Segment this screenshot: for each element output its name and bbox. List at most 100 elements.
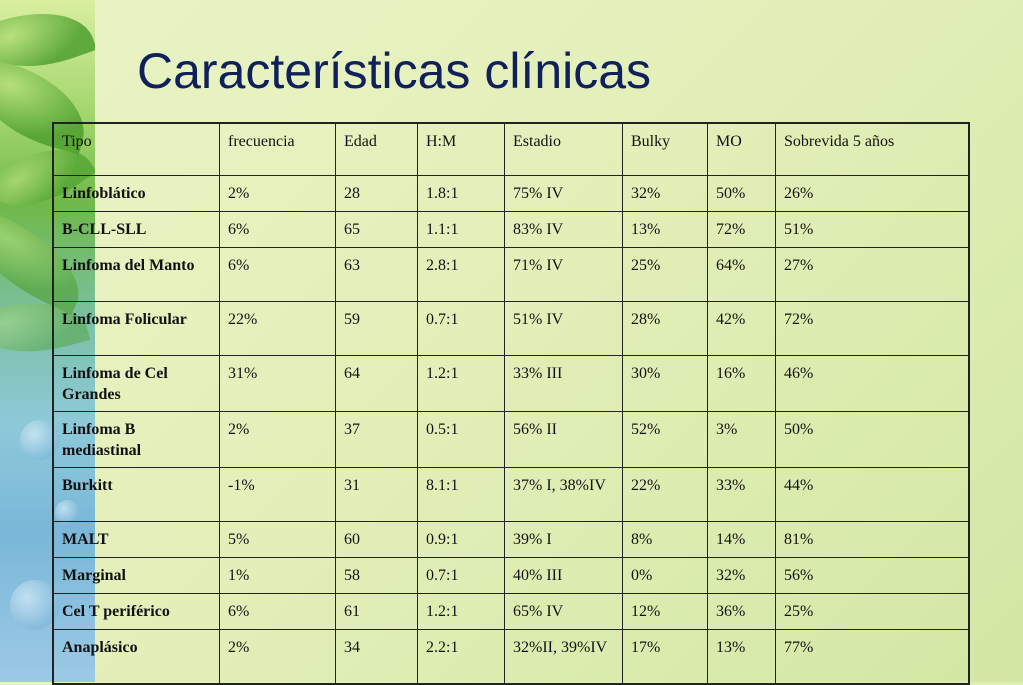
table-cell: 72% <box>775 301 970 356</box>
table-cell: 64 <box>335 355 418 412</box>
table-cell: 34 <box>335 629 418 685</box>
table-cell: 44% <box>775 467 970 522</box>
table-cell: 50% <box>707 175 776 212</box>
table-cell: 1.2:1 <box>417 593 505 630</box>
table-cell: 51% <box>775 211 970 248</box>
table-cell: 6% <box>219 247 336 302</box>
table-cell: 60 <box>335 521 418 558</box>
table-cell: 81% <box>775 521 970 558</box>
table-cell: 32%II, 39%IV <box>504 629 623 685</box>
table-cell: 2% <box>219 411 336 468</box>
table-cell: 13% <box>622 211 708 248</box>
table-cell: 1.2:1 <box>417 355 505 412</box>
table-cell: 56% <box>775 557 970 594</box>
column-header-hm: H:M <box>417 122 505 176</box>
table-cell: 0% <box>622 557 708 594</box>
row-label-tipo: MALT <box>52 521 220 558</box>
table-cell: 51% IV <box>504 301 623 356</box>
table-row: Linfoma B mediastinal 2% 37 0.5:1 56% II 52% 3… <box>52 411 970 468</box>
column-header-tipo: Tipo <box>52 122 220 176</box>
table-cell: 2% <box>219 629 336 685</box>
row-label-tipo: Linfoma Folicular <box>52 301 220 356</box>
table-cell: 31 <box>335 467 418 522</box>
row-label-tipo: Cel T periférico <box>52 593 220 630</box>
table-cell: 50% <box>775 411 970 468</box>
table-cell: 2.2:1 <box>417 629 505 685</box>
column-header-estadio: Estadio <box>504 122 623 176</box>
row-label-tipo: B-CLL-SLL <box>52 211 220 248</box>
table-row: Linfoma Folicular 22% 59 0.7:1 51% IV 28% 42% 7… <box>52 301 970 356</box>
table-cell: 52% <box>622 411 708 468</box>
table-cell: 2.8:1 <box>417 247 505 302</box>
table-body: Linfoblático 2% 28 1.8:1 75% IV 32% 50% 26% B-CL… <box>52 175 970 685</box>
table-cell: 25% <box>622 247 708 302</box>
table-cell: 5% <box>219 521 336 558</box>
table-header-row: Tipo frecuencia Edad H:M Estadio Bulky M… <box>52 122 970 176</box>
table-cell: 28 <box>335 175 418 212</box>
table-cell: 26% <box>775 175 970 212</box>
table-cell: 77% <box>775 629 970 685</box>
table-cell: 6% <box>219 211 336 248</box>
row-label-tipo: Anaplásico <box>52 629 220 685</box>
table-cell: 25% <box>775 593 970 630</box>
table-cell: 65% IV <box>504 593 623 630</box>
table-cell: 31% <box>219 355 336 412</box>
table-cell: 14% <box>707 521 776 558</box>
table-cell: 46% <box>775 355 970 412</box>
table-cell: 56% II <box>504 411 623 468</box>
table-cell: 1.1:1 <box>417 211 505 248</box>
table-cell: 36% <box>707 593 776 630</box>
table-cell: 0.7:1 <box>417 557 505 594</box>
table-cell: 1% <box>219 557 336 594</box>
table-cell: 1.8:1 <box>417 175 505 212</box>
table-cell: 28% <box>622 301 708 356</box>
table-cell: 39% I <box>504 521 623 558</box>
table-cell: 30% <box>622 355 708 412</box>
table-cell: 59 <box>335 301 418 356</box>
table-cell: 83% IV <box>504 211 623 248</box>
table-cell: 40% III <box>504 557 623 594</box>
row-label-tipo: Linfoma B mediastinal <box>52 411 220 468</box>
column-header-sobrevida: Sobrevida 5 años <box>775 122 970 176</box>
table-cell: 0.7:1 <box>417 301 505 356</box>
table-cell: 8.1:1 <box>417 467 505 522</box>
table-row: Burkitt -1% 31 8.1:1 37% I, 38%IV 22% 33% 44% <box>52 467 970 522</box>
clinical-characteristics-table: Tipo frecuencia Edad H:M Estadio Bulky M… <box>52 122 970 685</box>
row-label-tipo: Linfoblático <box>52 175 220 212</box>
row-label-tipo: Marginal <box>52 557 220 594</box>
table-row: MALT 5% 60 0.9:1 39% I 8% 14% 81% <box>52 521 970 558</box>
table-cell: 0.9:1 <box>417 521 505 558</box>
table-cell: 8% <box>622 521 708 558</box>
table-row: B-CLL-SLL 6% 65 1.1:1 83% IV 13% 72% 51% <box>52 211 970 248</box>
table-cell: 64% <box>707 247 776 302</box>
water-drop-icon <box>10 580 60 630</box>
table-cell: 2% <box>219 175 336 212</box>
table-cell: 6% <box>219 593 336 630</box>
table-cell: 75% IV <box>504 175 623 212</box>
column-header-frecuencia: frecuencia <box>219 122 336 176</box>
table-cell: 37% I, 38%IV <box>504 467 623 522</box>
row-label-tipo: Linfoma de Cel Grandes <box>52 355 220 412</box>
row-label-tipo: Burkitt <box>52 467 220 522</box>
table-cell: 3% <box>707 411 776 468</box>
table-cell: -1% <box>219 467 336 522</box>
column-header-edad: Edad <box>335 122 418 176</box>
table-cell: 72% <box>707 211 776 248</box>
table-cell: 33% <box>707 467 776 522</box>
table-cell: 65 <box>335 211 418 248</box>
table-cell: 0.5:1 <box>417 411 505 468</box>
table-cell: 58 <box>335 557 418 594</box>
table-row: Linfoma del Manto 6% 63 2.8:1 71% IV 25% 64% 27… <box>52 247 970 302</box>
table-cell: 16% <box>707 355 776 412</box>
table-row: Linfoma de Cel Grandes 31% 64 1.2:1 33% III 3… <box>52 355 970 412</box>
table-cell: 63 <box>335 247 418 302</box>
table-cell: 71% IV <box>504 247 623 302</box>
table-cell: 22% <box>219 301 336 356</box>
table-cell: 61 <box>335 593 418 630</box>
row-label-tipo: Linfoma del Manto <box>52 247 220 302</box>
table-row: Linfoblático 2% 28 1.8:1 75% IV 32% 50% 26% <box>52 175 970 212</box>
table-row: Cel T periférico 6% 61 1.2:1 65% IV 12% 36% 25% <box>52 593 970 630</box>
slide-title: Características clínicas <box>137 43 652 99</box>
table-row: Anaplásico 2% 34 2.2:1 32%II, 39%IV 17% 13% 77% <box>52 629 970 685</box>
table-cell: 13% <box>707 629 776 685</box>
